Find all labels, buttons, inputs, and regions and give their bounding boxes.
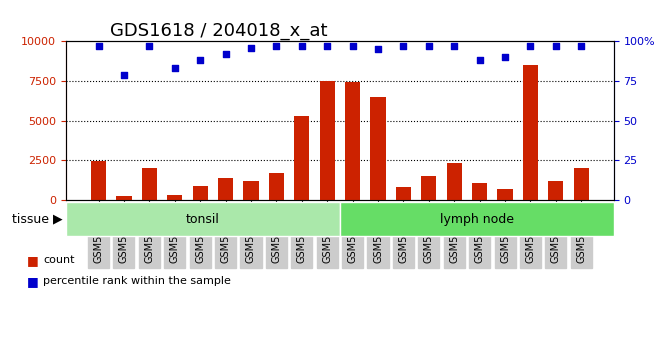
Text: tissue ▶: tissue ▶ — [12, 213, 63, 226]
Bar — [498, 189, 513, 200]
Point — [550, 43, 561, 49]
Point — [424, 43, 434, 49]
Bar — [269, 173, 284, 200]
Text: ■: ■ — [26, 275, 38, 288]
Bar — [548, 181, 564, 200]
Point — [576, 43, 587, 49]
Point — [220, 51, 231, 57]
Point — [170, 66, 180, 71]
Bar — [523, 65, 538, 200]
Point — [195, 58, 205, 63]
Bar — [193, 186, 208, 200]
Point — [93, 43, 104, 49]
Bar — [244, 181, 259, 200]
Text: percentile rank within the sample: percentile rank within the sample — [43, 276, 231, 286]
Bar — [294, 116, 310, 200]
Point — [347, 43, 358, 49]
Bar — [574, 168, 589, 200]
Point — [246, 45, 256, 50]
Point — [398, 43, 409, 49]
Point — [271, 43, 282, 49]
Text: lymph node: lymph node — [440, 213, 514, 226]
Bar — [345, 82, 360, 200]
Point — [322, 43, 333, 49]
Bar — [319, 81, 335, 200]
Point — [296, 43, 307, 49]
Bar — [370, 97, 385, 200]
Point — [500, 55, 510, 60]
Point — [373, 47, 383, 52]
Bar — [421, 176, 436, 200]
Bar — [91, 161, 106, 200]
Bar — [167, 195, 182, 200]
Bar — [396, 187, 411, 200]
Text: tonsil: tonsil — [186, 213, 220, 226]
Bar — [447, 163, 462, 200]
Point — [475, 58, 485, 63]
Bar — [472, 183, 487, 200]
Text: GDS1618 / 204018_x_at: GDS1618 / 204018_x_at — [110, 22, 327, 40]
Bar — [116, 196, 131, 200]
Point — [525, 43, 536, 49]
Bar — [218, 178, 233, 200]
Bar — [142, 168, 157, 200]
Point — [119, 72, 129, 78]
Text: count: count — [43, 256, 75, 265]
Point — [449, 43, 459, 49]
Point — [144, 43, 154, 49]
Text: ■: ■ — [26, 254, 38, 267]
